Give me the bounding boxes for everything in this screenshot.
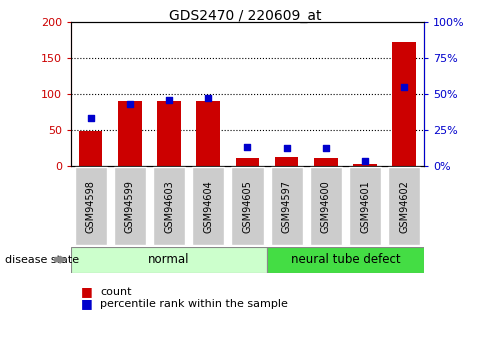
Bar (153, 167, 185, 245)
Bar (353, 164, 377, 166)
Text: GSM94602: GSM94602 (399, 180, 409, 233)
Bar (231, 167, 264, 245)
Text: GSM94603: GSM94603 (164, 180, 174, 233)
Point (87, 116, 95, 121)
Text: neural tube defect: neural tube defect (291, 253, 400, 266)
Text: ■: ■ (81, 297, 93, 310)
Point (322, 146, 330, 151)
Text: percentile rank within the sample: percentile rank within the sample (100, 299, 288, 308)
Point (283, 146, 291, 151)
Text: GSM94605: GSM94605 (243, 180, 252, 233)
Bar (270, 167, 303, 245)
Point (244, 144, 251, 150)
Text: GSM94598: GSM94598 (86, 180, 96, 233)
Point (126, 101, 134, 107)
Bar (236, 158, 259, 166)
Bar (114, 167, 146, 245)
Bar (192, 167, 224, 245)
Bar (196, 101, 220, 166)
Bar (118, 101, 142, 166)
Bar (392, 42, 416, 166)
Text: count: count (100, 287, 132, 296)
Point (204, 96, 212, 101)
Bar (275, 157, 298, 166)
Text: GDS2470 / 220609_at: GDS2470 / 220609_at (169, 9, 321, 23)
Point (400, 84, 408, 90)
Text: GSM94597: GSM94597 (282, 180, 292, 233)
Bar (349, 167, 381, 245)
Text: GSM94599: GSM94599 (125, 180, 135, 233)
Bar (314, 158, 338, 166)
Bar (74, 167, 107, 245)
Text: ■: ■ (81, 285, 93, 298)
Bar (310, 167, 342, 245)
Point (361, 159, 369, 164)
Text: disease state: disease state (5, 255, 79, 265)
Point (165, 97, 173, 102)
Text: normal: normal (148, 253, 190, 266)
Bar (388, 167, 420, 245)
Text: GSM94604: GSM94604 (203, 180, 213, 233)
Text: GSM94600: GSM94600 (321, 180, 331, 233)
Bar (157, 101, 181, 166)
Text: GSM94601: GSM94601 (360, 180, 370, 233)
Bar (267, 247, 424, 273)
Bar (71, 247, 267, 273)
Bar (79, 131, 102, 166)
